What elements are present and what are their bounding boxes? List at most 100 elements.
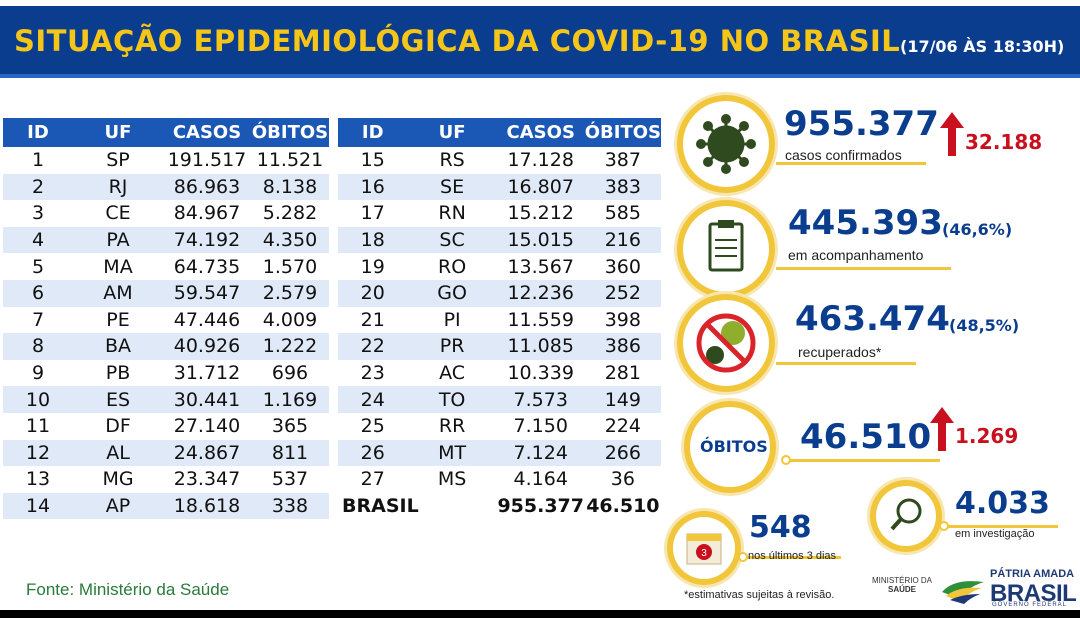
table-row: 3 CE 84.967 5.282 (3, 200, 329, 227)
cell-casos: 47.446 (173, 308, 241, 331)
table-row: 1 SP 191.517 11.521 (3, 147, 329, 174)
cell-obitos: 149 (584, 386, 661, 413)
divider-line (776, 267, 951, 270)
ministry-line-2: SAÚDE (888, 585, 917, 594)
table-header-row: ID UF CASOS ÓBITOS (3, 118, 329, 147)
cell-obitos: 8.138 (251, 173, 329, 201)
table-row: 13 MG 23.347 537 (3, 466, 329, 493)
cell-uf: RJ (73, 173, 163, 201)
last3days-value: 548 (749, 510, 812, 545)
cell-obitos: 281 (604, 362, 641, 385)
cell-casos: 7.150 (513, 415, 568, 438)
last3days-label: nos últimos 3 dias (748, 550, 837, 562)
virus-icon (696, 114, 756, 174)
cell-uf: SC (407, 226, 497, 254)
cell-uf: RO (438, 255, 467, 278)
cell-id: 22 (338, 333, 408, 360)
cell-obitos: 811 (251, 439, 329, 467)
table-row: 11 DF 27.140 365 (3, 413, 329, 440)
table-header-row: ID UF CASOS ÓBITOS (338, 118, 661, 147)
table-row: 20 GO 12.236 252 (338, 279, 661, 307)
arrow-up-icon (940, 112, 964, 156)
cell-obitos: 537 (271, 468, 309, 491)
cell-id: 9 (31, 362, 45, 385)
cell-casos: 12.236 (496, 279, 585, 307)
cell-uf: RS (439, 149, 465, 172)
cell-uf: PB (105, 362, 131, 385)
confirmed-label: casos confirmados (785, 147, 902, 163)
cell-uf: AL (73, 439, 163, 467)
cell-id: 18 (338, 226, 408, 254)
calendar-icon: 3 (686, 533, 722, 565)
cell-id: 21 (360, 308, 385, 331)
deaths-circle (690, 407, 770, 487)
cell-id: 1 (31, 149, 45, 172)
cell-id: 17 (360, 202, 385, 225)
cell-casos: 4.164 (513, 468, 568, 491)
deaths-label: ÓBITOS (700, 437, 768, 456)
col-casos: CASOS (496, 118, 585, 147)
cell-id: 8 (3, 333, 73, 360)
flag-logo-icon (942, 581, 984, 604)
cell-obitos: 1.570 (262, 255, 318, 278)
divider-line (776, 362, 916, 365)
cell-uf: MS (437, 468, 467, 491)
virus-icon-circle (683, 101, 769, 187)
cell-uf: GO (407, 279, 497, 307)
table-row: 10 ES 30.441 1.169 (3, 386, 329, 413)
cell-uf: PE (106, 308, 130, 331)
cell-obitos: 383 (584, 173, 661, 201)
total-label: BRASIL (342, 495, 419, 518)
deaths-delta: 1.269 (955, 424, 1019, 448)
cell-id: 14 (3, 492, 73, 520)
cell-uf: AM (73, 279, 163, 307)
col-id: ID (3, 118, 73, 147)
states-table-right: ID UF CASOS ÓBITOS 15 RS 17.128 387 16 SE 16.8… (338, 118, 661, 519)
cell-casos: 23.347 (173, 468, 241, 491)
cell-uf: SP (106, 149, 130, 172)
table-row: 25 RR 7.150 224 (338, 413, 661, 440)
recovered-label: recuperados* (798, 344, 882, 360)
cell-casos: 13.567 (507, 255, 574, 278)
monitoring-percent: (46,6%) (942, 220, 1013, 239)
table-row: 6 AM 59.547 2.579 (3, 279, 329, 307)
cell-uf: AC (439, 362, 466, 385)
cell-casos: 74.192 (163, 226, 251, 254)
cell-obitos: 1.222 (251, 333, 329, 360)
cell-id: 6 (3, 279, 73, 307)
divider-line (790, 459, 940, 462)
table-row: 2 RJ 86.963 8.138 (3, 173, 329, 201)
cell-uf: RN (438, 202, 466, 225)
table-row: 22 PR 11.085 386 (338, 333, 661, 360)
table-row: 14 AP 18.618 338 (3, 492, 329, 520)
table-row: 16 SE 16.807 383 (338, 173, 661, 201)
cell-uf: RR (438, 415, 466, 438)
cell-id: 3 (31, 202, 45, 225)
no-virus-icon (696, 313, 756, 373)
cell-casos: 191.517 (167, 149, 247, 172)
cell-obitos: 2.579 (251, 279, 329, 307)
cell-casos: 86.963 (163, 173, 251, 201)
magnifier-icon (890, 498, 922, 531)
confirmed-value: 955.377 (784, 104, 939, 144)
cell-casos: 30.441 (163, 386, 251, 413)
cell-obitos: 252 (584, 279, 661, 307)
total-obitos: 46.510 (586, 495, 660, 518)
cell-uf: MA (103, 255, 133, 278)
cell-obitos: 266 (584, 439, 661, 467)
monitoring-value: 445.393 (788, 203, 943, 243)
table-row: 4 PA 74.192 4.350 (3, 226, 329, 254)
cell-casos: 7.573 (496, 386, 585, 413)
update-date: (17/06 ÀS 18:30H) (900, 37, 1065, 56)
arrow-up-icon (930, 407, 954, 451)
cell-obitos: 5.282 (262, 202, 318, 225)
table-row: 12 AL 24.867 811 (3, 439, 329, 467)
cell-uf: AP (73, 492, 163, 520)
cell-id: 5 (31, 255, 45, 278)
cell-id: 24 (338, 386, 408, 413)
table-row: 23 AC 10.339 281 (338, 360, 661, 387)
calendar-icon-circle: 3 (673, 517, 735, 579)
cell-uf: PR (407, 333, 497, 360)
table-row: 15 RS 17.128 387 (338, 147, 661, 174)
cell-uf: MT (407, 439, 497, 467)
